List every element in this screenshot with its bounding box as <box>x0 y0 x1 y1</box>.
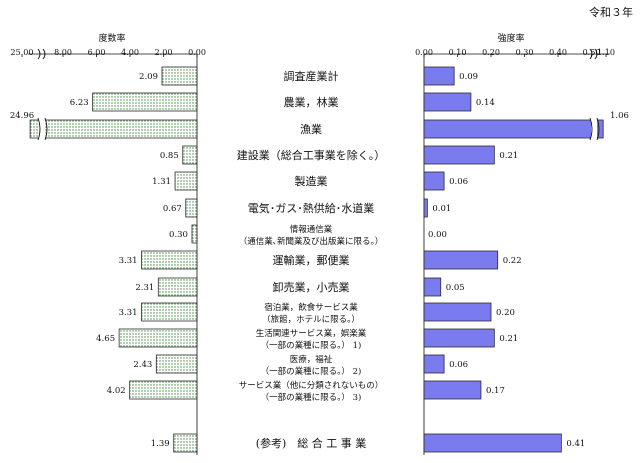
right-tick-label: 0.20 <box>482 48 500 57</box>
left-axis-title: 度数率 <box>98 32 125 44</box>
right-tick-label: 0.10 <box>449 48 467 57</box>
right-tick-label: 0.40 <box>549 48 567 57</box>
severity-bar <box>423 145 495 165</box>
frequency-bar <box>161 66 198 86</box>
frequency-value-label: 0.67 <box>163 204 182 214</box>
frequency-value-label: 4.02 <box>107 386 126 396</box>
severity-value-label: 0.01 <box>432 204 451 214</box>
frequency-bar <box>191 224 198 244</box>
frequency-value-label: 0.85 <box>160 151 179 161</box>
frequency-bar <box>182 145 198 165</box>
severity-bar <box>423 328 495 348</box>
frequency-value-label: 3.31 <box>119 308 138 318</box>
category-label-line: （一部の業種に限る。） 3) <box>261 392 362 403</box>
severity-value-label: 0.09 <box>459 72 478 82</box>
severity-value-label: 0.06 <box>449 177 468 187</box>
category-label-line: 宿泊業，飲食サービス業 <box>264 302 358 313</box>
frequency-value-label: 24.96 <box>10 111 34 121</box>
category-label: (参考) 総 合 工 事 業 <box>256 436 367 450</box>
severity-value-label: 0.21 <box>499 334 518 344</box>
frequency-bar <box>118 328 198 348</box>
severity-value-label: 0.00 <box>428 230 447 240</box>
left-tick-label: 0.00 <box>188 48 206 57</box>
severity-bar <box>423 277 442 297</box>
category-label-line: （一部の業種に限る。） 1) <box>261 340 362 351</box>
severity-value-label: 0.21 <box>499 151 518 161</box>
severity-value-label: 0.22 <box>503 256 522 266</box>
frequency-bar <box>155 354 198 374</box>
category-label-line: サービス業（他に分類されないもの） <box>239 380 384 391</box>
severity-value-label: 0.05 <box>446 283 465 293</box>
frequency-bar <box>173 433 198 453</box>
severity-value-label: 0.41 <box>566 439 585 449</box>
category-label-line: 生活関連サービス業，娯楽業 <box>256 328 367 339</box>
severity-bar <box>423 433 562 453</box>
right-tick-label: 1.10 <box>597 48 615 57</box>
frequency-rate-panel: 度数率 25.00 8.00 6.00 4.00 2.00 0.00 2.09 6.23 24.9… <box>10 32 206 455</box>
left-tick-label: 4.00 <box>121 48 139 57</box>
right-axis-title: 強度率 <box>497 32 524 44</box>
category-label: 卸売業，小売業 <box>273 280 350 294</box>
severity-bar <box>423 354 445 374</box>
frequency-bar <box>129 380 198 400</box>
frequency-value-label: 2.43 <box>133 360 152 370</box>
frequency-bar <box>157 277 198 297</box>
frequency-value-label: 3.31 <box>119 256 138 266</box>
frequency-value-label: 1.39 <box>151 439 170 449</box>
right-tick-label: 0.00 <box>415 48 433 57</box>
severity-bar <box>423 92 472 112</box>
category-label-line: （通信業､新聞業及び出版業に限る。） <box>239 236 384 247</box>
left-tick-label: 25.00 <box>11 48 34 57</box>
category-label: 電気･ガス･熱供給･水道業 <box>248 201 375 215</box>
frequency-bar-break <box>37 117 48 141</box>
severity-value-label: 0.06 <box>449 360 468 370</box>
severity-value-label: 0.17 <box>486 386 505 396</box>
right-tick-label: 0.30 <box>516 48 534 57</box>
severity-bar <box>423 302 492 322</box>
severity-bar-break-gap <box>591 118 597 140</box>
left-tick-label: 8.00 <box>54 48 72 57</box>
frequency-bar <box>141 250 198 270</box>
severity-bar <box>423 119 604 139</box>
severity-value-label: 0.20 <box>496 308 515 318</box>
left-tick-label: 6.00 <box>88 48 106 57</box>
right-axis-break <box>589 48 598 60</box>
frequency-value-label: 6.23 <box>70 98 89 108</box>
category-label: 製造業 <box>295 174 328 188</box>
severity-bar <box>423 171 445 191</box>
frequency-bar <box>174 171 198 191</box>
severity-value-label: 1.06 <box>610 111 629 121</box>
frequency-value-label: 0.30 <box>169 230 188 240</box>
category-label: 農業，林業 <box>284 95 339 109</box>
category-label: 調査産業計 <box>284 69 339 83</box>
category-label-line: （旅館，ホテルに限る。） <box>262 314 360 325</box>
severity-value-label: 0.14 <box>476 98 495 108</box>
severity-bar <box>423 380 482 400</box>
frequency-bar <box>185 198 198 218</box>
category-label-line: （一部の業種に限る。） 2) <box>261 366 362 377</box>
severity-bar <box>423 198 428 218</box>
category-label-line: 医療，福祉 <box>290 354 333 365</box>
left-axis-break <box>37 48 46 60</box>
left-tick-label: 2.00 <box>155 48 173 57</box>
frequency-value-label: 1.31 <box>152 177 171 187</box>
category-label: 運輸業，郵便業 <box>273 253 350 267</box>
severity-bar <box>423 250 499 270</box>
frequency-bar-break-gap <box>39 118 45 140</box>
frequency-value-label: 2.09 <box>139 72 158 82</box>
frequency-value-label: 2.31 <box>135 283 154 293</box>
severity-bar <box>423 66 455 86</box>
category-label: 漁業 <box>300 122 322 136</box>
frequency-bar <box>29 119 198 139</box>
category-label: 建設業（総合工事業を除く。） <box>237 148 386 162</box>
frequency-bar <box>141 302 198 322</box>
category-label-line: 情報通信業 <box>290 224 333 235</box>
frequency-bar <box>92 92 198 112</box>
frequency-value-label: 4.65 <box>96 334 115 344</box>
era-label: 令和３年 <box>589 5 633 19</box>
severity-bar-break <box>589 117 600 141</box>
